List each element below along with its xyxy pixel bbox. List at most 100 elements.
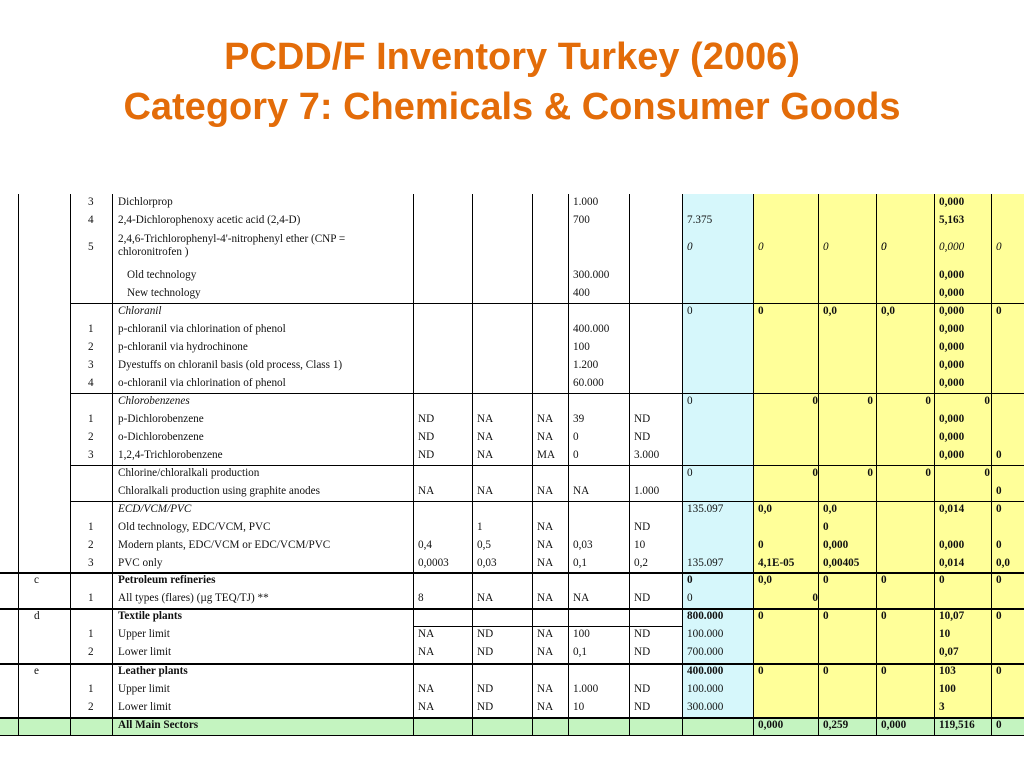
table-cell: p-Dichlorobenzene (118, 413, 204, 425)
table-cell: 0 (758, 539, 764, 551)
table-cell: 0 (881, 241, 887, 253)
table-cell: 0,1 (573, 557, 587, 569)
table-cell: NA (477, 413, 494, 425)
table-cell: 1 (88, 592, 94, 604)
table-cell: NA (573, 485, 590, 497)
table-cell: 0,03 (573, 539, 593, 551)
table-cell: 1.000 (634, 485, 660, 497)
table-cell: 300.000 (573, 269, 610, 281)
table-cell: 0,014 (939, 503, 965, 515)
table-cell: 0,1 (573, 646, 587, 658)
table-cell: NA (418, 646, 435, 658)
table-cell: All types (flares) (µg TEQ/TJ) ** (118, 592, 269, 604)
table-cell: Old technology (127, 269, 197, 281)
table-cell: ND (418, 431, 435, 443)
column-divider (568, 194, 569, 736)
table-cell: 0 (996, 610, 1002, 622)
table-cell: ND (634, 592, 651, 604)
table-cell: 4 (88, 214, 94, 226)
slide-title-line-1: PCDD/F Inventory Turkey (2006) (224, 36, 800, 78)
table-cell: ND (634, 431, 651, 443)
table-cell: 1.200 (573, 359, 599, 371)
table-cell: 0,000 (939, 341, 965, 353)
table-cell: 2 (88, 341, 94, 353)
table-cell: 0,000 (823, 539, 849, 551)
table-cell: 0 (996, 485, 1002, 497)
table-cell: 0,000 (758, 719, 784, 731)
table-cell: 0,0 (758, 574, 772, 586)
table-cell: 0,0 (758, 503, 772, 515)
row-divider (0, 608, 1024, 610)
column-divider (876, 194, 877, 736)
table-cell: 0,000 (939, 196, 965, 208)
table-cell: 0 (823, 574, 829, 586)
table-cell: 1 (88, 521, 94, 533)
table-cell: NA (537, 628, 554, 640)
table-cell: 2 (88, 431, 94, 443)
table-cell: Textile plants (118, 610, 182, 622)
table-cell: NA (537, 646, 554, 658)
table-cell: 1 (88, 323, 94, 335)
table-cell: 119,516 (939, 719, 975, 731)
table-cell: 0 (996, 574, 1002, 586)
table-cell: 0 (687, 241, 693, 253)
table-cell: 0,03 (477, 557, 497, 569)
table-cell: 0,000 (939, 287, 965, 299)
table-cell: 0,000 (939, 449, 965, 461)
table-cell: 0,000 (939, 359, 965, 371)
table-cell: 3 (88, 557, 94, 569)
column-divider (934, 194, 935, 736)
row-divider (70, 303, 683, 304)
table-cell: 0,000 (939, 323, 965, 335)
table-cell: ECD/VCM/PVC (118, 503, 192, 515)
table-cell: 0 (823, 665, 829, 677)
table-cell: 0,000 (881, 719, 907, 731)
column-divider (112, 194, 113, 736)
table-cell: 0 (996, 241, 1002, 253)
table-cell: 0 (925, 467, 931, 479)
table-cell: ND (477, 628, 494, 640)
table-cell: New technology (127, 287, 201, 299)
table-cell: 0 (573, 449, 579, 461)
table-cell: 0,000 (939, 413, 965, 425)
table-cell: Chloralkali production using graphite an… (118, 485, 320, 497)
table-cell: 7.375 (687, 214, 713, 226)
table-cell: 2,4-Dichlorophenoxy acetic acid (2,4-D) (118, 214, 301, 226)
row-divider (0, 735, 1024, 736)
table-cell: All Main Sectors (118, 719, 199, 731)
table-cell: 0 (687, 395, 693, 407)
row-divider (0, 572, 1024, 574)
table-cell: 1 (88, 683, 94, 695)
table-cell: 0,000 (939, 241, 965, 253)
table-cell: 0 (812, 395, 818, 407)
table-cell: NA (477, 485, 494, 497)
table-cell: 0 (996, 503, 1002, 515)
slide-title-line-2: Category 7: Chemicals & Consumer Goods (123, 86, 901, 128)
table-cell: 5,163 (939, 214, 965, 226)
table-cell: ND (634, 413, 651, 425)
table-cell: 1.000 (573, 196, 599, 208)
table-cell: Modern plants, EDC/VCM or EDC/VCM/PVC (118, 539, 331, 551)
table-cell: ND (634, 683, 651, 695)
table-cell: 2,4,6-Trichlorophenyl-4'-nitrophenyl eth… (118, 233, 346, 258)
table-cell: NA (537, 485, 554, 497)
table-cell: 135.097 (687, 557, 724, 569)
table-cell: 10 (939, 628, 951, 640)
table-cell: Upper limit (118, 683, 170, 695)
table-cell: NA (477, 449, 494, 461)
table-cell: 2 (88, 646, 94, 658)
table-cell: 0,0 (881, 305, 895, 317)
table-cell: 0 (984, 395, 990, 407)
table-cell: 0 (984, 467, 990, 479)
table-cell: NA (418, 628, 435, 640)
table-cell: 2 (88, 539, 94, 551)
table-cell: 100 (573, 628, 590, 640)
table-cell: ND (477, 646, 494, 658)
table-cell: 1 (88, 413, 94, 425)
table-cell: 0 (573, 431, 579, 443)
table-cell: 0 (867, 467, 873, 479)
table-cell: NA (418, 701, 435, 713)
table-cell: 800.000 (687, 610, 724, 622)
row-divider (0, 717, 1024, 719)
column-divider (413, 194, 414, 736)
